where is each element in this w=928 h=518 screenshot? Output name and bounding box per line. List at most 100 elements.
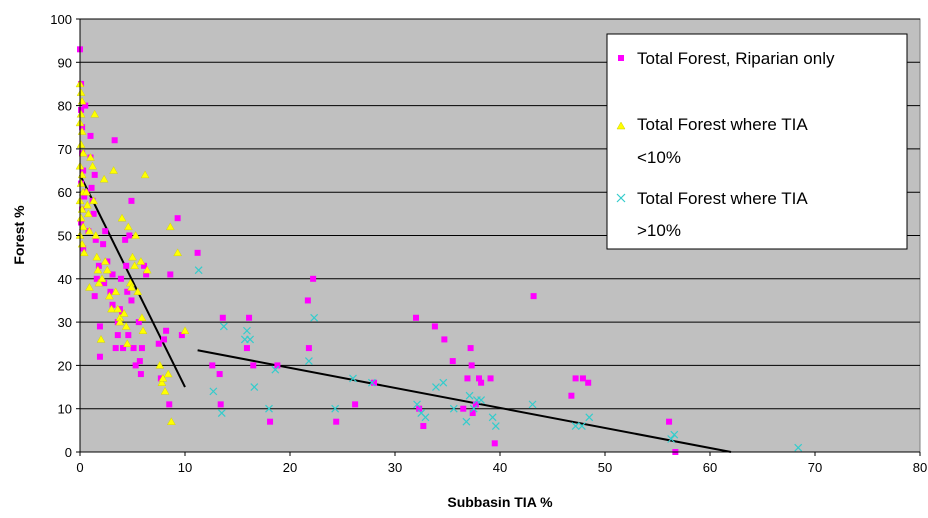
point-tia-gt10 [310, 313, 319, 322]
point-riparian [219, 314, 226, 321]
point-riparian [135, 319, 142, 326]
point-tia-gt10 [439, 378, 448, 387]
point-riparian [491, 440, 498, 447]
legend: Total Forest, Riparian only Total Forest… [606, 33, 908, 250]
point-riparian [467, 345, 474, 352]
point-tia-gt10 [670, 430, 679, 439]
point-tia-lt10 [91, 231, 101, 239]
point-riparian [81, 193, 88, 200]
legend-box [606, 33, 908, 250]
point-riparian [138, 345, 145, 352]
point-tia-lt10 [157, 378, 167, 386]
point-tia-lt10 [121, 322, 131, 330]
point-riparian [579, 375, 586, 382]
point-tia-lt10 [122, 339, 132, 347]
y-tick-label: 50 [58, 229, 72, 244]
point-riparian [216, 371, 223, 378]
point-tia-lt10 [97, 274, 107, 282]
point-riparian [267, 418, 274, 425]
point-tia-gt10 [217, 409, 226, 417]
point-riparian [114, 332, 121, 339]
point-tia-gt10 [667, 435, 676, 443]
point-tia-lt10 [102, 265, 112, 274]
y-tick-label: 10 [58, 402, 72, 417]
point-tia-lt10 [83, 200, 92, 209]
point-tia-lt10 [180, 326, 190, 334]
point-riparian [246, 314, 253, 321]
point-riparian [310, 275, 317, 282]
point-tia-gt10 [413, 400, 421, 409]
point-riparian [117, 275, 124, 282]
point-tia-lt10 [136, 257, 146, 265]
point-tia-gt10 [432, 383, 440, 391]
point-tia-lt10 [78, 222, 88, 231]
point-riparian [96, 323, 103, 330]
y-tick-label: 40 [58, 272, 72, 287]
point-riparian [420, 423, 427, 430]
point-tia-gt10 [794, 443, 803, 452]
point-riparian [464, 375, 471, 382]
point-tia-lt10 [140, 170, 150, 179]
point-tia-lt10 [138, 326, 148, 334]
point-tia-lt10 [79, 248, 89, 257]
point-riparian [91, 293, 98, 300]
point-riparian [128, 197, 135, 204]
trend-lines [79, 174, 732, 453]
x-tick-label: 20 [283, 460, 297, 475]
legend-label-riparian: Total Forest, Riparian only [637, 49, 835, 68]
y-tick-label: 0 [65, 445, 72, 460]
point-riparian [478, 379, 485, 386]
point-riparian [91, 171, 98, 178]
point-tia-gt10 [465, 391, 474, 400]
point-riparian [132, 362, 139, 369]
y-tick-label: 100 [50, 12, 72, 27]
point-riparian [112, 345, 119, 352]
point-tia-lt10 [78, 148, 88, 157]
point-tia-lt10 [163, 369, 173, 378]
point-tia-gt10 [250, 383, 259, 391]
point-riparian [78, 219, 85, 226]
point-riparian [88, 184, 95, 191]
point-riparian [143, 271, 150, 278]
point-tia-lt10 [158, 373, 168, 382]
point-tia-lt10 [131, 231, 140, 239]
point-riparian [122, 236, 129, 243]
point-tia-lt10 [85, 226, 94, 235]
point-riparian [166, 401, 173, 408]
x-tick-label: 40 [493, 460, 507, 475]
point-riparian [352, 401, 359, 408]
point-tia-gt10 [349, 374, 357, 383]
point-riparian [163, 327, 170, 334]
legend-marker-riparian [618, 55, 624, 61]
x-tick-label: 50 [598, 460, 612, 475]
point-riparian [174, 215, 181, 222]
y-tick-label: 80 [58, 99, 72, 114]
point-riparian [128, 297, 135, 304]
point-riparian [217, 401, 224, 408]
point-riparian [124, 288, 131, 295]
x-tick-label: 80 [913, 460, 927, 475]
point-tia-lt10 [105, 291, 114, 300]
point-tia-gt10 [571, 422, 580, 430]
point-riparian [102, 228, 109, 235]
point-tia-lt10 [76, 109, 86, 118]
point-riparian [449, 358, 456, 365]
point-riparian [243, 345, 250, 352]
point-riparian [109, 271, 116, 278]
point-tia-lt10 [76, 88, 86, 96]
point-riparian [472, 401, 479, 408]
legend-marker-gt10 [616, 193, 626, 203]
point-riparian [568, 392, 575, 399]
point-riparian [416, 405, 423, 412]
point-tia-lt10 [92, 252, 102, 261]
point-tia-gt10 [491, 422, 500, 430]
trend-line [79, 174, 186, 388]
legend-label-lt10-line2: <10% [637, 148, 681, 167]
point-tia-gt10 [331, 404, 340, 413]
point-riparian [371, 379, 377, 386]
point-riparian [80, 245, 87, 252]
point-riparian [95, 262, 102, 269]
point-riparian [136, 358, 143, 365]
point-tia-lt10 [90, 109, 100, 118]
